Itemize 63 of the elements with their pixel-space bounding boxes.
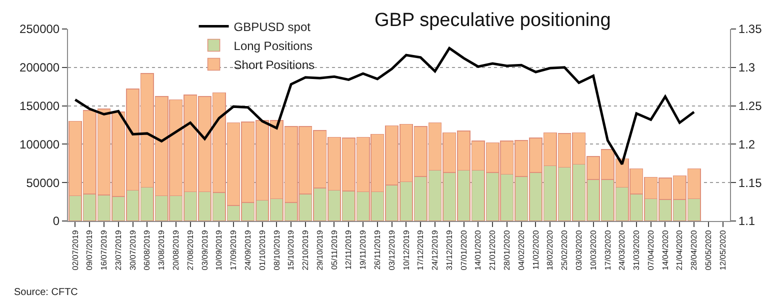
x-tick-label: 03/12/2019 (387, 230, 396, 270)
x-tick-label: 27/08/2019 (186, 230, 195, 270)
x-tick-label: 17/09/2019 (229, 230, 238, 270)
x-tick-label: 04/02/2020 (516, 230, 526, 270)
x-tick-label: 14/04/2020 (660, 230, 670, 270)
x-tick-label: 18/02/2020 (546, 230, 555, 270)
x-tick-label: 20/08/2019 (172, 230, 181, 270)
x-tick-label: 31/03/2020 (632, 230, 642, 270)
x-tick-label: 09/07/2019 (85, 230, 94, 270)
x-tick-label: 10/12/2019 (402, 230, 411, 270)
y2-tick-label: 1.25 (738, 99, 762, 113)
x-tick-label: 10/03/2020 (588, 230, 598, 270)
y2-tick-label: 1.1 (738, 214, 756, 228)
x-tick-label: 03/09/2019 (200, 230, 210, 270)
x-tick-label: 17/03/2020 (603, 230, 612, 270)
chart-title: GBP speculative positioning (374, 10, 611, 32)
x-tick-label: 22/10/2019 (301, 230, 310, 270)
x-tick-label: 05/05/2020 (704, 230, 714, 270)
source-note: Source: CFTC (14, 287, 78, 298)
x-tick-label: 28/01/2020 (502, 230, 512, 270)
x-tick-label: 07/04/2020 (646, 230, 656, 270)
x-tick-label: 05/11/2019 (330, 230, 339, 270)
x-tick-label: 03/03/2020 (574, 230, 584, 270)
y-tick-label: 200000 (20, 60, 60, 75)
y2-tick-label: 1.15 (738, 176, 762, 190)
x-tick-label: 29/10/2019 (315, 230, 324, 270)
x-tick-label: 28/04/2020 (690, 230, 699, 270)
legend-label: Long Positions (234, 38, 313, 53)
x-tick-label: 31/12/2019 (444, 230, 454, 270)
x-tick-label: 24/12/2019 (430, 230, 440, 270)
y-tick-label: 100000 (20, 137, 60, 152)
x-tick-label: 23/07/2019 (114, 230, 123, 270)
x-tick-label: 21/04/2020 (675, 230, 684, 270)
x-tick-label: 13/08/2019 (157, 230, 166, 270)
y-tick-label: 150000 (20, 99, 60, 113)
x-tick-label: 17/12/2019 (416, 230, 426, 270)
x-tick-label: 15/10/2019 (286, 230, 296, 270)
x-tick-label: 16/07/2019 (100, 230, 109, 270)
x-tick-label: 11/02/2020 (531, 230, 540, 270)
x-tick-label: 10/09/2019 (214, 230, 224, 270)
x-tick-label: 24/09/2019 (243, 230, 252, 270)
y2-tick-label: 1.35 (738, 22, 762, 36)
y2-tick-label: 1.3 (738, 60, 756, 75)
x-tick-label: 30/07/2019 (128, 230, 138, 270)
x-tick-label: 01/10/2019 (258, 230, 267, 270)
x-tick-label: 24/03/2020 (618, 230, 627, 270)
x-tick-label: 25/02/2020 (560, 230, 570, 270)
legend-label: GBPUSD spot (234, 20, 312, 34)
x-tick-label: 21/01/2020 (488, 230, 498, 270)
y-tick-label: 0 (52, 214, 60, 228)
x-tick-label: 08/10/2019 (272, 230, 282, 270)
y-tick-label: 50000 (26, 176, 60, 190)
x-tick-label: 14/01/2020 (474, 230, 483, 270)
y2-tick-label: 1.2 (738, 137, 756, 152)
y-tick-label: 250000 (20, 22, 60, 36)
x-tick-label: 07/01/2020 (459, 230, 468, 270)
x-tick-label: 26/11/2019 (373, 230, 382, 270)
legend-label: Short Positions (234, 58, 314, 72)
x-tick-label: 19/11/2019 (358, 230, 368, 270)
x-tick-label: 06/08/2019 (142, 230, 152, 270)
x-tick-label: 12/05/2020 (718, 230, 728, 270)
x-tick-label: 02/07/2019 (70, 230, 80, 270)
x-tick-label: 12/11/2019 (344, 230, 354, 270)
